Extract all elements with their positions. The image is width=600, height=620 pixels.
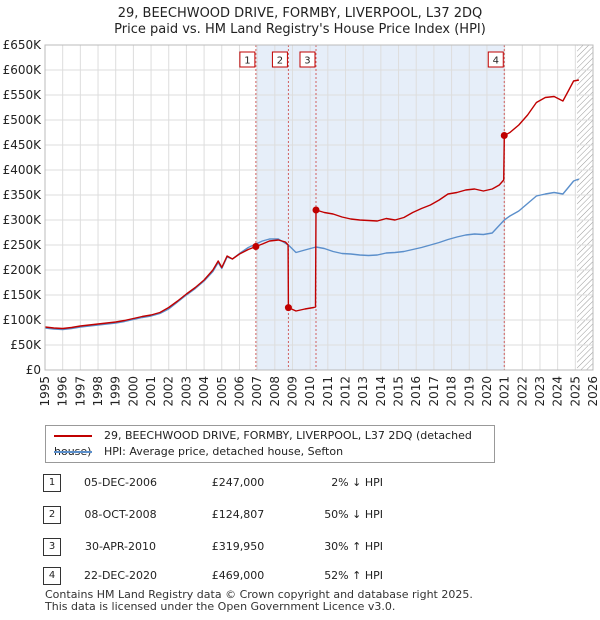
marker-box-1 xyxy=(239,51,256,68)
transaction-price: £469,000 xyxy=(211,569,265,582)
legend: 29, BEECHWOOD DRIVE, FORMBY, LIVERPOOL, … xyxy=(45,425,495,463)
y-tick-label: £250K xyxy=(3,238,43,252)
x-tick-label: 2026 xyxy=(586,376,600,407)
transaction-hpi: 50% ↓ HPI xyxy=(324,508,383,521)
y-tick-label: £500K xyxy=(3,113,43,127)
sale-point-1 xyxy=(252,243,260,250)
x-tick-label: 2009 xyxy=(285,376,299,407)
transaction-row: 2 08-OCT-2008 £124,807 50% ↓ HPI xyxy=(43,505,423,525)
legend-swatch-blue xyxy=(54,451,92,453)
y-tick-label: £0 xyxy=(26,363,41,377)
footer-attribution: Contains HM Land Registry data © Crown c… xyxy=(45,589,473,613)
transaction-row: 1 05-DEC-2006 £247,000 2% ↓ HPI xyxy=(43,473,423,493)
legend-swatch-red xyxy=(54,435,92,437)
x-tick-label: 1995 xyxy=(38,376,52,407)
x-tick-label: 2000 xyxy=(126,376,140,407)
legend-item-property: 29, BEECHWOOD DRIVE, FORMBY, LIVERPOOL, … xyxy=(54,428,494,458)
x-tick-label: 2001 xyxy=(144,376,158,407)
transaction-number: 3 xyxy=(43,538,61,556)
marker-box-2 xyxy=(271,51,288,68)
hatched-future-region xyxy=(577,45,593,370)
x-tick-label: 2012 xyxy=(339,376,353,407)
plot-frame xyxy=(44,44,594,371)
x-tick-label: 1998 xyxy=(91,376,105,407)
x-tick-label: 2025 xyxy=(568,376,582,407)
transaction-price: £124,807 xyxy=(211,508,265,521)
marker-box-4 xyxy=(487,51,504,68)
transaction-row: 4 22-DEC-2020 £469,000 52% ↑ HPI xyxy=(43,566,423,586)
transaction-price: £319,950 xyxy=(211,540,265,553)
title-line-1: 29, BEECHWOOD DRIVE, FORMBY, LIVERPOOL, … xyxy=(117,6,483,21)
x-tick-label: 2015 xyxy=(392,376,406,407)
sale-point-2 xyxy=(284,304,292,312)
y-tick-label: £600K xyxy=(3,63,43,77)
sale-point-3 xyxy=(312,206,320,214)
price-chart: 1 2 3 4 £0 £50K £100K £150K £200K £250K £300K £350… xyxy=(3,38,600,407)
x-tick-label: 2024 xyxy=(551,376,565,407)
marker-label-2: 2 xyxy=(277,56,283,67)
x-tick-label: 1997 xyxy=(73,376,87,407)
x-tick-label: 2013 xyxy=(356,376,370,407)
x-tick-label: 2003 xyxy=(179,376,193,407)
x-tick-label: 2023 xyxy=(533,376,547,407)
transaction-number: 4 xyxy=(43,567,61,585)
transaction-price: £247,000 xyxy=(211,476,265,489)
x-tick-label: 2018 xyxy=(445,376,459,407)
x-tick-label: 2007 xyxy=(250,376,264,407)
x-tick-label: 2016 xyxy=(409,376,423,407)
x-tick-label: 2006 xyxy=(232,376,246,407)
x-tick-label: 2008 xyxy=(268,376,282,407)
transaction-hpi: 52% ↑ HPI xyxy=(324,569,383,582)
footer-line-2: This data is licensed under the Open Gov… xyxy=(45,600,396,613)
y-tick-label: £200K xyxy=(3,263,43,277)
y-tick-label: £350K xyxy=(3,188,43,202)
marker-label-4: 4 xyxy=(493,56,499,67)
x-tick-label: 2010 xyxy=(303,376,317,407)
x-tick-label: 2014 xyxy=(374,376,388,407)
x-tick-label: 2004 xyxy=(197,376,211,407)
legend-label-hpi: HPI: Average price, detached house, Seft… xyxy=(104,445,344,458)
y-tick-label: £550K xyxy=(3,88,43,102)
footer-line-1: Contains HM Land Registry data © Crown c… xyxy=(45,588,473,601)
marker-box-3 xyxy=(299,51,316,68)
hpi-line xyxy=(44,178,580,331)
transaction-number: 2 xyxy=(43,506,61,524)
x-tick-label: 2017 xyxy=(427,376,441,407)
legend-item-hpi: HPI: Average price, detached house, Seft… xyxy=(54,444,343,460)
x-tick-label: 1999 xyxy=(109,376,123,407)
x-tick-label: 2020 xyxy=(480,376,494,407)
transaction-date: 30-APR-2010 xyxy=(84,540,157,553)
title-line-2: Price paid vs. HM Land Registry's House … xyxy=(114,22,486,37)
property-price-line xyxy=(44,79,580,330)
transaction-hpi: 30% ↑ HPI xyxy=(324,540,383,553)
y-tick-label: £100K xyxy=(3,313,43,327)
x-tick-label: 2021 xyxy=(498,376,512,407)
y-tick-label: £650K xyxy=(3,38,43,52)
y-tick-label: £150K xyxy=(3,288,43,302)
transaction-hpi: 2% ↓ HPI xyxy=(331,476,383,489)
transaction-date: 22-DEC-2020 xyxy=(83,569,158,582)
x-tick-label: 2011 xyxy=(321,376,335,407)
chart-title: 29, BEECHWOOD DRIVE, FORMBY, LIVERPOOL, … xyxy=(0,6,600,38)
x-tick-label: 2022 xyxy=(515,376,529,407)
x-tick-label: 1996 xyxy=(56,376,70,407)
x-tick-label: 2019 xyxy=(462,376,476,407)
transaction-row: 3 30-APR-2010 £319,950 30% ↑ HPI xyxy=(43,537,423,557)
y-tick-label: £300K xyxy=(3,213,43,227)
transaction-date: 08-OCT-2008 xyxy=(84,508,157,521)
marker-label-1: 1 xyxy=(244,56,250,67)
transaction-date: 05-DEC-2006 xyxy=(83,476,158,489)
x-tick-label: 2002 xyxy=(162,376,176,407)
y-tick-label: £50K xyxy=(10,338,42,352)
marker-label-3: 3 xyxy=(304,56,310,67)
sale-point-4 xyxy=(500,132,508,139)
x-tick-label: 2005 xyxy=(215,376,229,407)
shaded-ownership-period xyxy=(255,45,505,370)
y-tick-label: £450K xyxy=(3,138,43,152)
y-tick-label: £400K xyxy=(3,163,43,177)
transaction-number: 1 xyxy=(43,474,61,492)
